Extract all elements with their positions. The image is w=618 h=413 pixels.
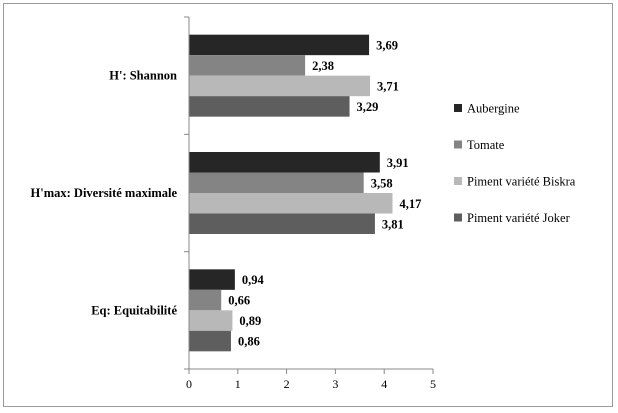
legend-label-0: Aubergine [467, 102, 520, 116]
x-tick-label-1: 1 [235, 377, 241, 391]
category-label-2: Eq: Equitabilité [91, 303, 177, 317]
data-label-0-2: 3,71 [377, 79, 399, 93]
bar-0-0 [189, 34, 370, 56]
data-label-2-3: 0,86 [238, 335, 260, 349]
bar-1-1 [189, 172, 364, 193]
category-label-1: H'max: Diversité maximale [31, 186, 178, 200]
legend-swatch-3 [454, 213, 462, 222]
x-tick-label-2: 2 [284, 377, 290, 391]
bar-1-3 [189, 213, 375, 234]
bar-0-3 [189, 96, 350, 117]
legend-swatch-1 [454, 140, 462, 149]
data-label-1-2: 4,17 [399, 197, 421, 211]
category-label-0: H': Shannon [109, 69, 177, 83]
data-label-1-0: 3,91 [387, 156, 409, 170]
x-tick-label-5: 5 [430, 377, 436, 391]
legend-label-2: Piment variété Biskra [467, 175, 576, 189]
bar-2-0 [189, 269, 235, 290]
legend-label-1: Tomate [467, 138, 505, 152]
x-tick-label-4: 4 [381, 377, 387, 391]
data-label-0-1: 2,38 [312, 59, 334, 73]
data-label-2-0: 0,94 [242, 273, 265, 287]
bar-1-0 [189, 152, 380, 173]
data-label-0-0: 3,69 [376, 38, 398, 52]
bar-2-2 [189, 310, 233, 331]
bar-1-2 [189, 193, 393, 214]
bar-2-1 [189, 289, 222, 311]
legend-label-3: Piment variété Joker [467, 211, 571, 225]
data-label-0-3: 3,29 [357, 100, 379, 114]
x-tick-label-0: 0 [186, 377, 192, 391]
bar-0-1 [189, 55, 306, 76]
data-label-1-3: 3,81 [382, 217, 404, 231]
x-tick-label-3: 3 [332, 377, 338, 391]
bar-2-3 [189, 330, 231, 352]
legend-swatch-2 [454, 177, 462, 185]
data-label-1-1: 3,58 [371, 176, 393, 190]
data-label-2-2: 0,89 [239, 314, 261, 328]
bar-0-2 [189, 75, 371, 97]
data-label-2-1: 0,66 [228, 294, 250, 308]
legend-swatch-0 [454, 104, 462, 112]
